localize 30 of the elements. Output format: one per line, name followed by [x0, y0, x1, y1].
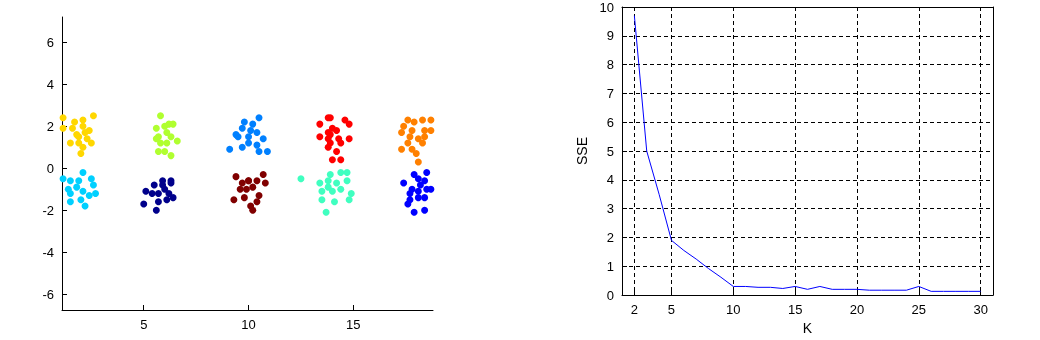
y-tick-label: -2 — [42, 202, 54, 218]
y-tick-label: 1 — [606, 258, 614, 274]
y-tick-label: 2 — [606, 229, 614, 245]
y-tick-label: 0 — [46, 160, 54, 176]
y-axis-title: SSE — [573, 137, 590, 166]
x-tick-label: 10 — [241, 317, 256, 332]
y-tick-label: 6 — [606, 114, 614, 130]
x-tick-label: 5 — [667, 302, 676, 318]
x-tick-label: 2 — [630, 302, 638, 318]
x-tick-label: 5 — [140, 317, 148, 332]
y-tick-label: 8 — [606, 57, 614, 73]
y-tick-label: 3 — [606, 201, 614, 217]
y-tick-label: 0 — [606, 287, 614, 303]
y-tick-label: 7 — [606, 85, 614, 101]
y-tick-label: 5 — [606, 143, 614, 159]
x-axis-title: K — [802, 320, 813, 336]
y-tick-label: 4 — [606, 172, 614, 188]
x-tick-label: 10 — [726, 302, 741, 318]
x-tick-label: 20 — [849, 302, 865, 318]
y-tick-label: 9 — [606, 28, 614, 44]
x-tick-label: 15 — [346, 317, 361, 332]
x-tick-label: 30 — [973, 302, 988, 318]
y-tick-label: 2 — [46, 118, 54, 134]
y-tick-label: 10 — [599, 0, 614, 15]
x-tick-label: 15 — [787, 302, 803, 318]
y-tick-label: 6 — [46, 34, 54, 50]
y-tick-label: 4 — [46, 76, 54, 92]
x-tick-label: 25 — [911, 302, 927, 318]
y-tick-label: -4 — [42, 244, 54, 260]
y-tick-label: -6 — [42, 286, 54, 302]
